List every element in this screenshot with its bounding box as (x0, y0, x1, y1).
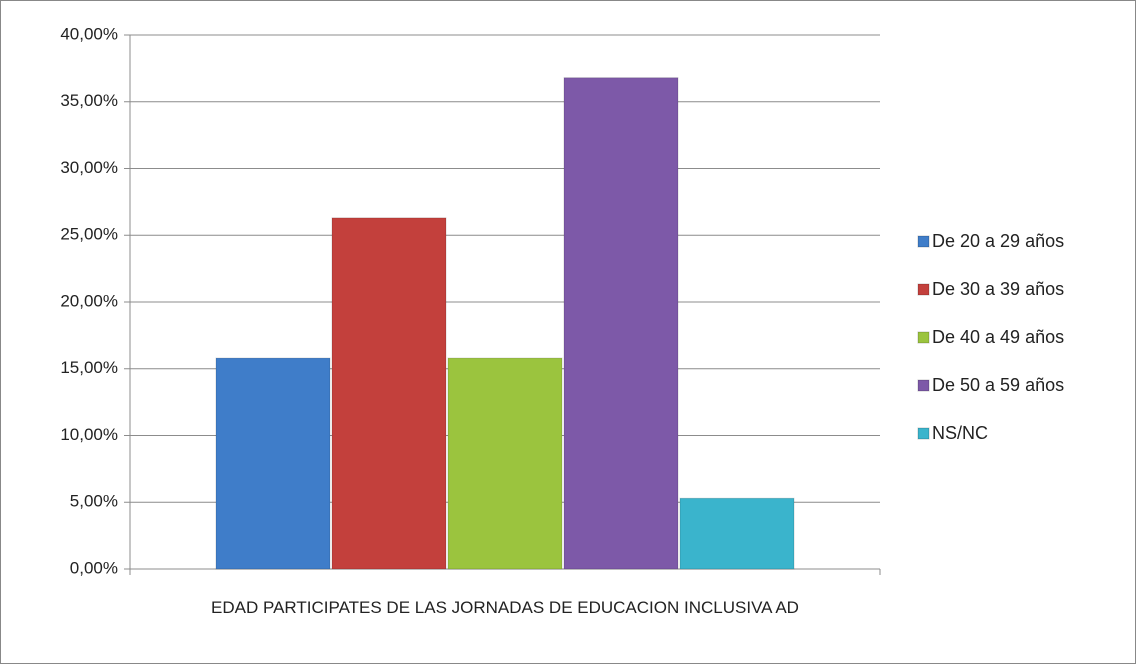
legend-label: De 30 a 39 años (932, 279, 1064, 299)
bar (331, 217, 447, 570)
legend-swatch (917, 283, 930, 296)
y-tick-label: 25,00% (60, 225, 118, 244)
bar (215, 357, 331, 570)
y-tick-label: 0,00% (70, 558, 118, 577)
legend-swatch (917, 427, 930, 440)
y-tick-label: 15,00% (60, 358, 118, 377)
y-tick-label: 35,00% (60, 91, 118, 110)
bar (563, 77, 679, 570)
x-category-label: EDAD PARTICIPATES DE LAS JORNADAS DE EDU… (211, 598, 799, 617)
y-tick-label: 40,00% (60, 24, 118, 43)
y-tick-label: 5,00% (70, 492, 118, 511)
legend-swatch (917, 235, 930, 248)
y-tick-label: 20,00% (60, 291, 118, 310)
y-tick-label: 30,00% (60, 158, 118, 177)
legend-swatch (917, 379, 930, 392)
legend-swatch (917, 331, 930, 344)
legend-label: De 40 a 49 años (932, 327, 1064, 347)
y-tick-label: 10,00% (60, 425, 118, 444)
legend-label: NS/NC (932, 423, 988, 443)
legend-label: De 20 a 29 años (932, 231, 1064, 251)
bar (447, 357, 563, 570)
legend-label: De 50 a 59 años (932, 375, 1064, 395)
bar (679, 497, 795, 570)
